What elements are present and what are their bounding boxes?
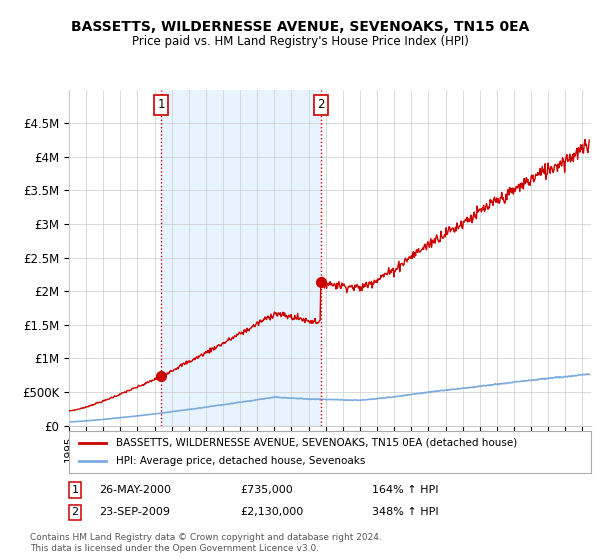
Text: 23-SEP-2009: 23-SEP-2009 [99,507,170,517]
Text: 164% ↑ HPI: 164% ↑ HPI [372,485,439,495]
Text: 2: 2 [317,98,325,111]
Text: £735,000: £735,000 [240,485,293,495]
Bar [161,90,321,426]
Text: £2,130,000: £2,130,000 [240,507,303,517]
Text: 348% ↑ HPI: 348% ↑ HPI [372,507,439,517]
Text: Price paid vs. HM Land Registry's House Price Index (HPI): Price paid vs. HM Land Registry's House … [131,35,469,48]
Text: HPI: Average price, detached house, Sevenoaks: HPI: Average price, detached house, Seve… [116,456,365,466]
Text: BASSETTS, WILDERNESSE AVENUE, SEVENOAKS, TN15 0EA (detached house): BASSETTS, WILDERNESSE AVENUE, SEVENOAKS,… [116,438,517,448]
Text: 2: 2 [71,507,79,517]
Text: 1: 1 [71,485,79,495]
Text: 1: 1 [157,98,165,111]
Text: BASSETTS, WILDERNESSE AVENUE, SEVENOAKS, TN15 0EA: BASSETTS, WILDERNESSE AVENUE, SEVENOAKS,… [71,20,529,34]
Text: 26-MAY-2000: 26-MAY-2000 [99,485,171,495]
Text: Contains HM Land Registry data © Crown copyright and database right 2024.
This d: Contains HM Land Registry data © Crown c… [30,533,382,553]
